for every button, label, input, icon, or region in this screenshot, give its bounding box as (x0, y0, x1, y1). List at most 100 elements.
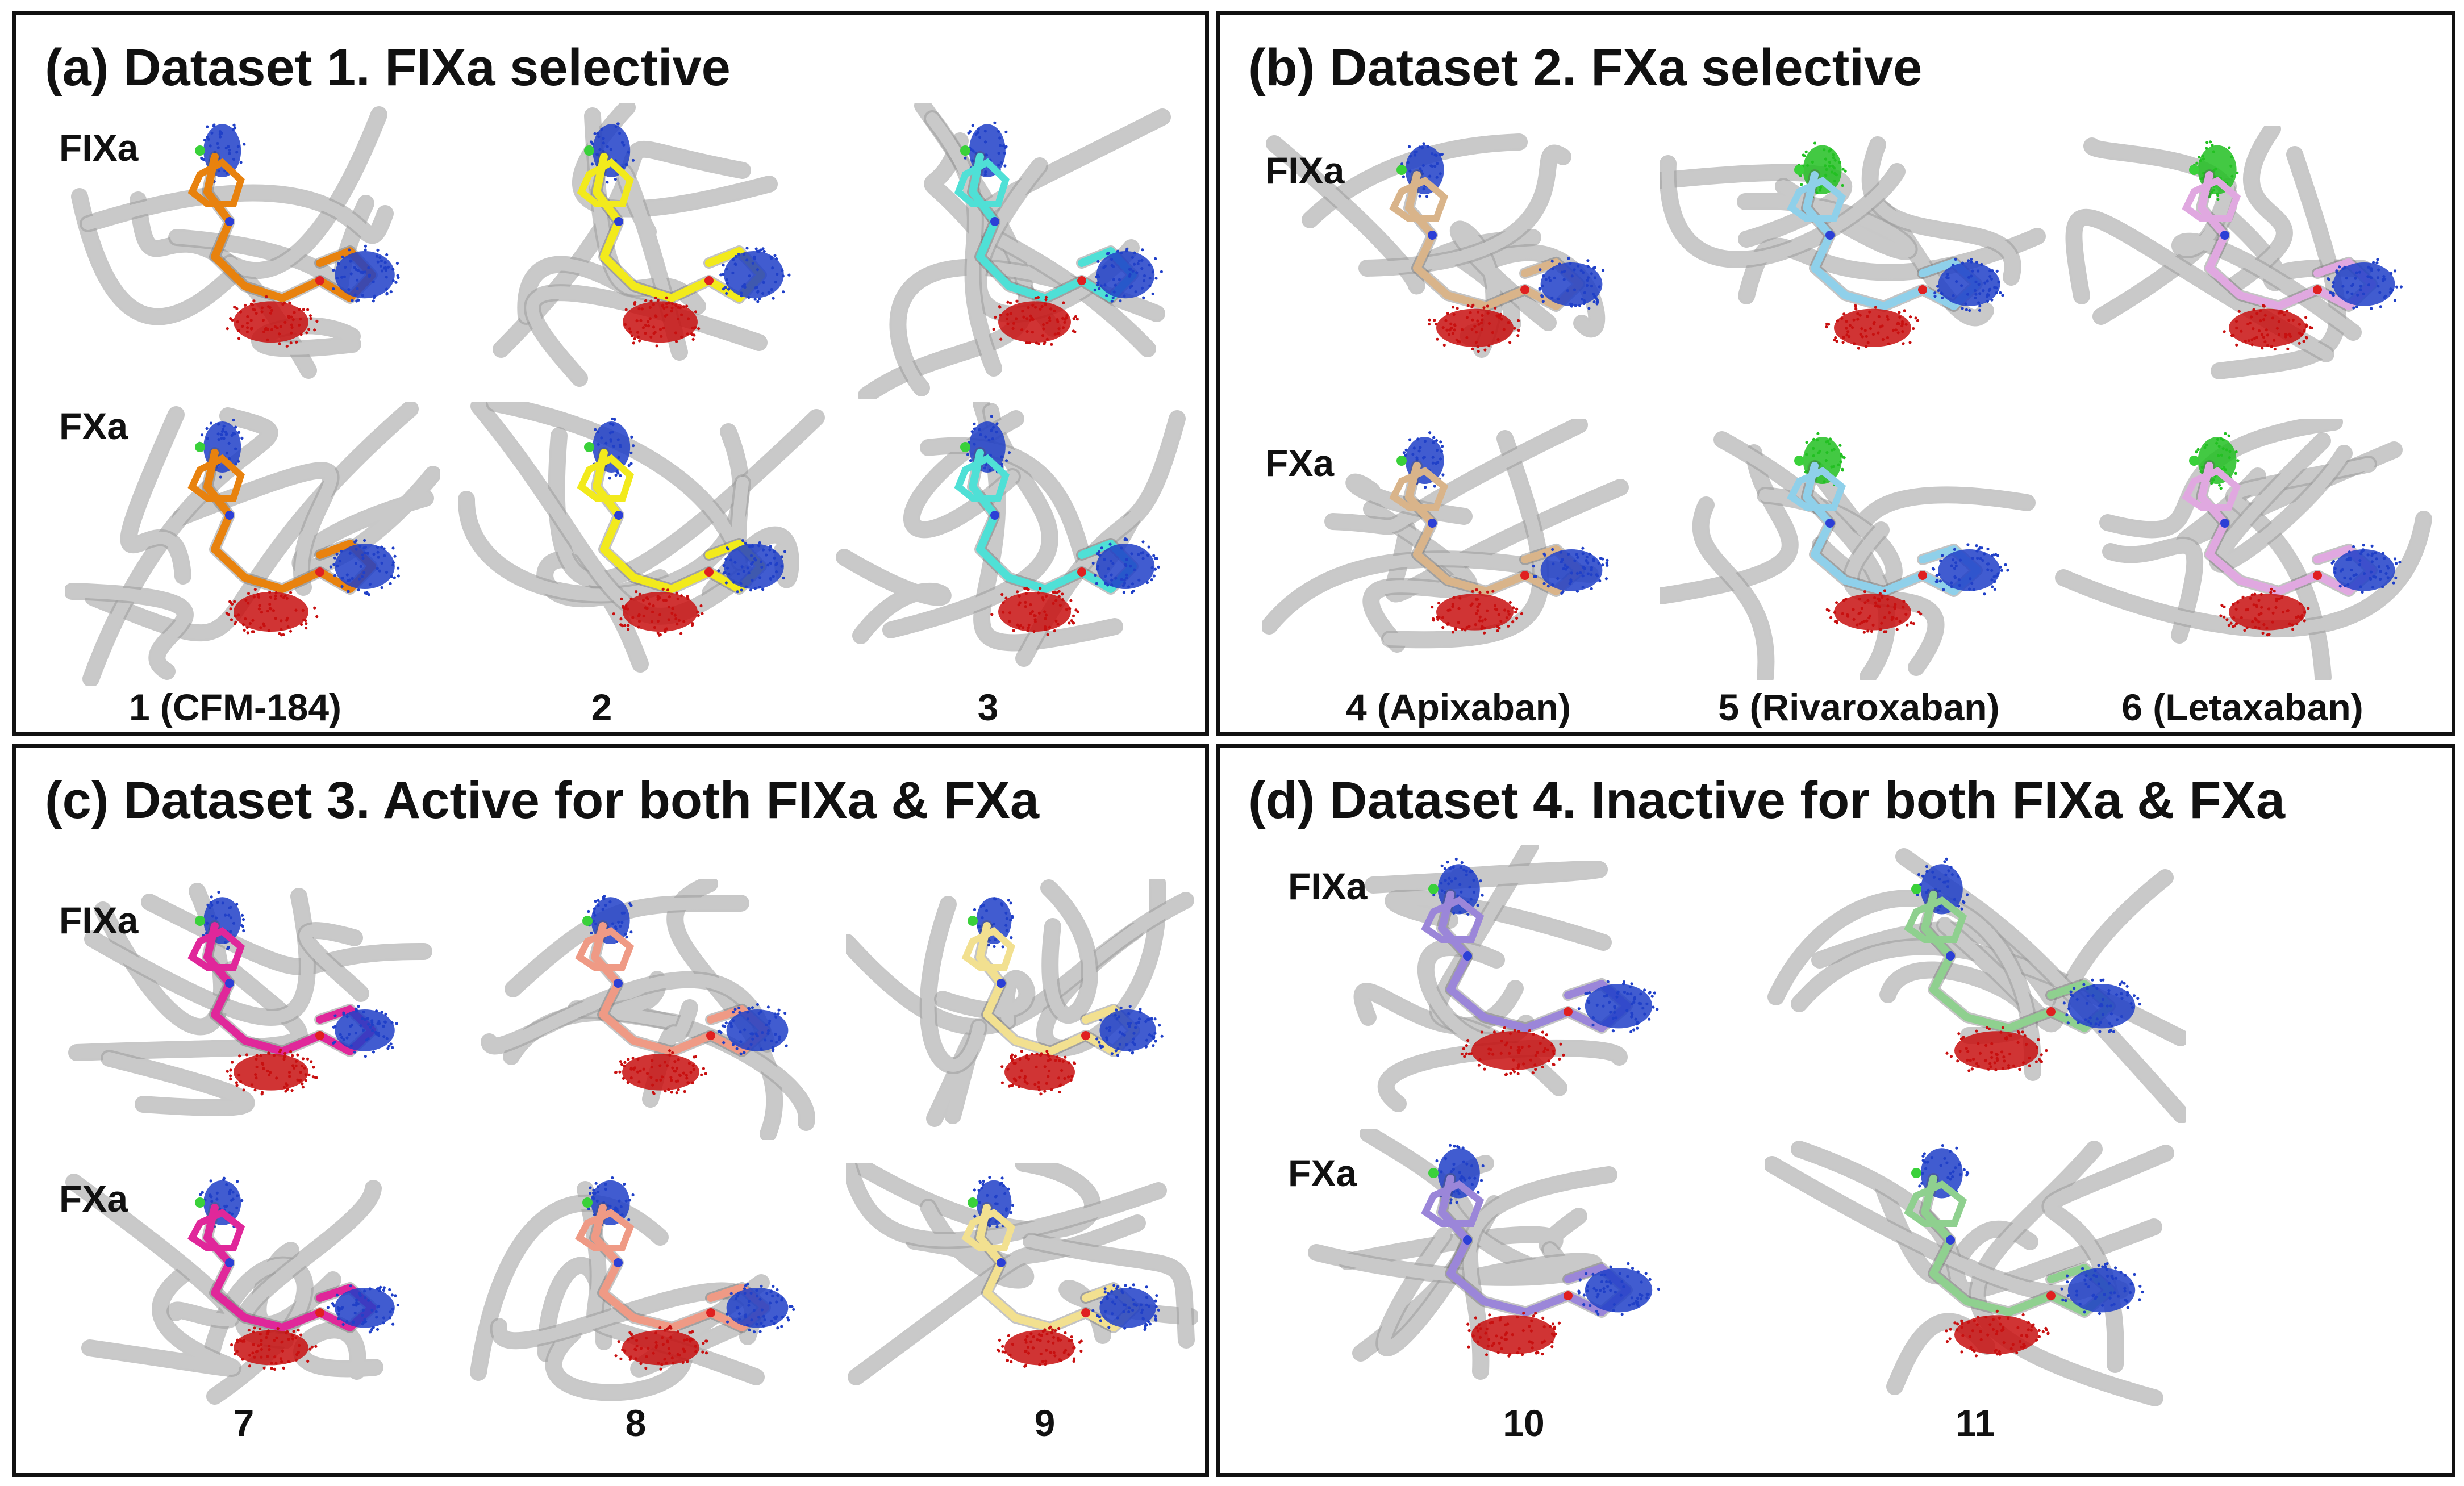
density-cloud (717, 539, 787, 594)
compound-label: 9 (1034, 1402, 1056, 1444)
density-cloud (1577, 1262, 1661, 1316)
structure-image (1660, 126, 2046, 399)
density-cloud (1945, 1309, 2050, 1358)
protein-ribbon (1383, 432, 1547, 646)
row-label-fxa: FXa (59, 405, 128, 447)
density-cloud (614, 1049, 707, 1095)
protein-ribbon (2067, 211, 2332, 360)
protein-ribbon (2224, 126, 2291, 294)
panel-title: (c) Dataset 3. Active for both FIXa & FX… (45, 771, 1040, 829)
density-cloud (2062, 978, 2141, 1033)
protein-ribbon (1304, 136, 1525, 226)
panel-d: (d) Dataset 4. Inactive for both FIXa & … (1216, 744, 2455, 1477)
protein-ribbon (547, 1327, 691, 1399)
row-label-fixa: FIXa (59, 127, 139, 169)
density-cloud (1538, 257, 1605, 310)
protein-ribbon (68, 1176, 239, 1326)
density-cloud (1532, 546, 1609, 595)
density-cloud (992, 295, 1079, 346)
density-cloud (717, 1003, 789, 1055)
density-cloud (1091, 1283, 1160, 1331)
structure-image (65, 1163, 440, 1413)
density-cloud (726, 1283, 795, 1334)
structure-image (1282, 845, 1703, 1123)
structure-image (65, 402, 440, 686)
protein-ribbon (1025, 1235, 1193, 1346)
protein-ribbon (1367, 863, 1606, 891)
structure-image (448, 1163, 835, 1413)
panel-a: (a) Dataset 1. FIXa selective FIXa FXa 1… (12, 11, 1209, 736)
structure-image (1262, 419, 1649, 680)
density-cloud (332, 244, 400, 303)
protein-ribbon (174, 464, 337, 594)
density-cloud (719, 247, 791, 303)
protein-ribbon (838, 551, 949, 642)
structure-image (448, 879, 835, 1140)
compound-label: 4 (Apixaban) (1345, 686, 1571, 728)
protein-ribbon (73, 190, 237, 323)
density-cloud (1933, 257, 2004, 312)
density-cloud (1825, 589, 1923, 634)
structure-image (2055, 419, 2441, 680)
structure-image (1262, 126, 1649, 399)
density-cloud (1945, 1026, 2048, 1072)
density-cloud (2330, 544, 2402, 594)
protein-ribbon (1793, 1143, 2160, 1297)
protein-ribbon (1310, 1246, 1601, 1284)
protein-ribbon (237, 1182, 380, 1347)
protein-ribbon (1661, 157, 1903, 266)
protein-ribbon (84, 1266, 240, 1375)
density-cloud (1093, 247, 1163, 303)
panel-c: (c) Dataset 3. Active for both FIXa & FX… (12, 744, 1209, 1477)
structure-image (846, 1163, 1198, 1413)
protein-ribbon (1938, 871, 2171, 1030)
compound-label: 10 (1503, 1402, 1545, 1444)
protein-ribbon (2104, 539, 2202, 641)
density-cloud (1091, 537, 1160, 594)
structure-image (65, 103, 440, 399)
density-cloud (326, 1284, 399, 1334)
density-cloud (226, 1049, 318, 1096)
density-cloud (2060, 1262, 2144, 1316)
compound-label: 7 (233, 1402, 255, 1444)
structure-image (1765, 1129, 2186, 1407)
density-cloud (623, 296, 701, 348)
protein-ribbon (2174, 180, 2359, 339)
structure-image (846, 879, 1198, 1140)
density-cloud (1460, 1026, 1565, 1076)
row-label-fixa: FIXa (1288, 865, 1368, 907)
row-label-fxa: FXa (59, 1178, 128, 1220)
density-cloud (332, 1005, 398, 1058)
protein-ribbon (1694, 499, 1773, 680)
density-cloud (230, 1326, 318, 1371)
panel-title: (d) Dataset 4. Inactive for both FIXa & … (1248, 771, 2285, 829)
compound-label: 2 (591, 686, 612, 728)
compound-label: 3 (977, 686, 999, 728)
protein-ribbon (926, 112, 1000, 374)
protein-ribbon (1739, 180, 1916, 258)
protein-ribbon (574, 103, 776, 215)
protein-ribbon (2211, 435, 2350, 570)
density-cloud (1095, 1005, 1164, 1057)
protein-ribbon (103, 1052, 253, 1114)
density-cloud (226, 295, 319, 348)
row-label-fixa: FIXa (1265, 149, 1345, 191)
density-cloud (1466, 1312, 1561, 1358)
density-cloud (990, 586, 1079, 636)
protein-ribbon (224, 108, 385, 277)
row-label-fxa: FXa (1288, 1152, 1357, 1194)
structure-image (454, 402, 829, 686)
structure-image (1660, 419, 2046, 680)
structure-image (835, 103, 1198, 399)
protein-ribbon (1043, 882, 1096, 1022)
protein-ribbon (926, 135, 1059, 335)
compound-label: 5 (Rivaroxaban) (1718, 686, 2000, 728)
protein-ribbon (122, 408, 189, 582)
protein-ribbon (922, 898, 985, 1072)
density-cloud (1825, 304, 1920, 350)
panel-title: (b) Dataset 2. FXa selective (1248, 39, 1923, 97)
structure-image (65, 879, 440, 1140)
structure-image (454, 103, 829, 399)
density-cloud (1000, 1050, 1077, 1096)
protein-ribbon (891, 261, 1163, 394)
